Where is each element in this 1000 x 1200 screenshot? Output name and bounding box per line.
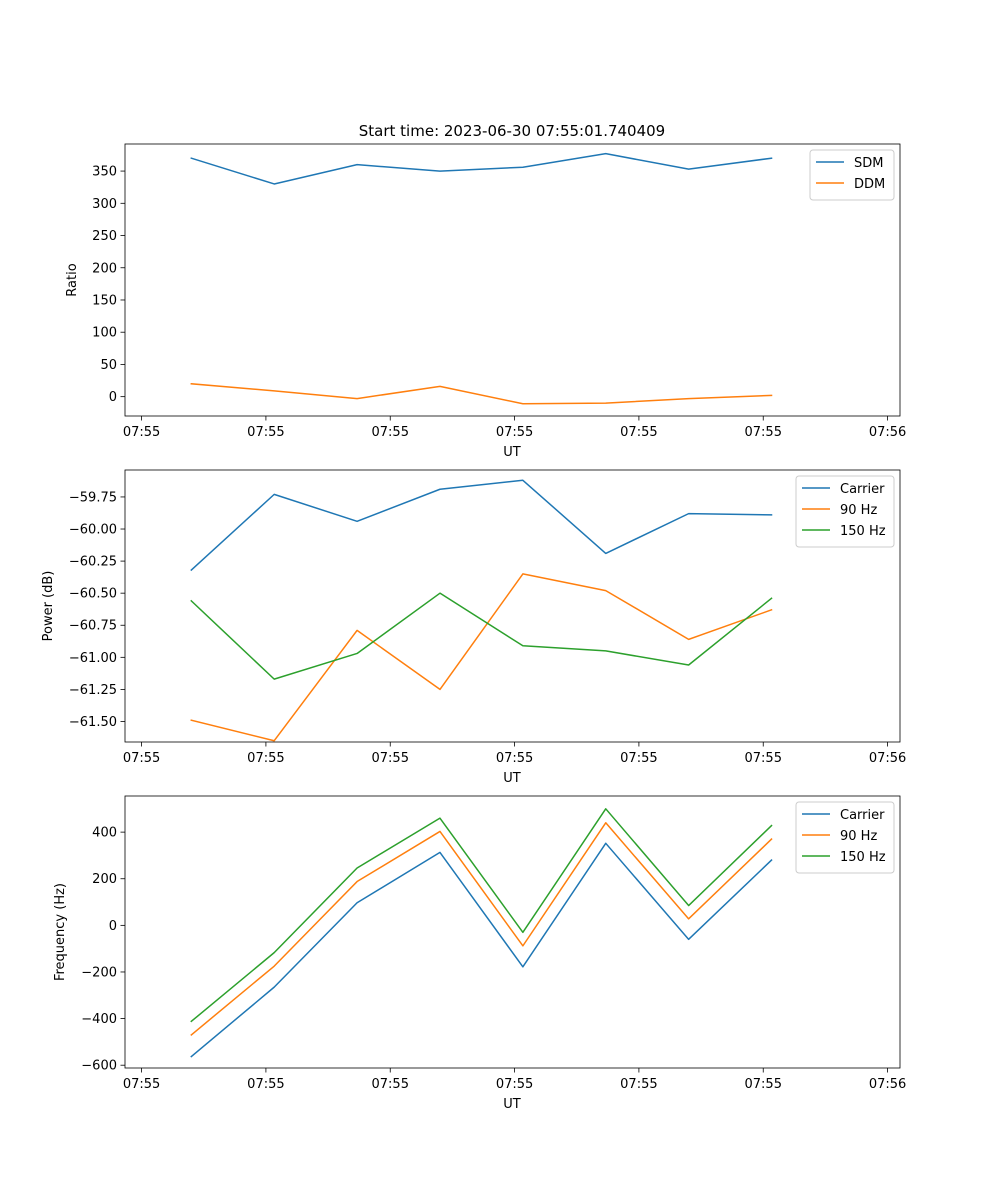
x-tick-label: 07:55 [372,1077,409,1092]
x-tick-label: 07:55 [620,1077,657,1092]
x-tick-label: 07:56 [869,1077,906,1092]
y-tick-label: −61.50 [69,715,117,730]
legend-label: DDM [854,177,885,192]
y-tick-label: −60.00 [69,523,117,538]
x-tick-label: 07:55 [372,751,409,766]
x-tick-label: 07:55 [496,1077,533,1092]
legend-label: Carrier [840,482,885,497]
y-tick-label: −59.75 [69,490,117,505]
axes-frame [124,795,901,1069]
legend-label: 90 Hz [840,829,877,844]
subplot-1: 07:55 07:55 07:55 07:55 07:55 07:55 07:56 0 50 10… [65,143,906,460]
axes-frame [124,143,901,417]
y-tick-label: −60.50 [69,587,117,602]
x-tick-label: 07:55 [496,751,533,766]
y-tick-label: −60.75 [69,619,117,634]
x-tick-label: 07:56 [869,751,906,766]
legend: SDM DDM [809,149,895,201]
legend: Carrier 90 Hz 150 Hz [795,801,895,874]
y-tick-label: 50 [100,358,117,373]
series-line-150-hz [190,808,773,1023]
x-tick-label: 07:55 [620,425,657,440]
y-tick-label: 350 [92,165,117,180]
x-tick-label: 07:55 [247,425,284,440]
y-tick-label: −600 [81,1059,117,1074]
x-tick-label: 07:55 [745,751,782,766]
legend: Carrier 90 Hz 150 Hz [795,475,895,548]
y-tick-label: 0 [109,390,117,405]
legend-label: 150 Hz [840,524,886,539]
subplot-2: 07:55 07:55 07:55 07:55 07:55 07:55 07:56 −61.5… [41,469,906,786]
subplot-3: 07:55 07:55 07:55 07:55 07:55 07:55 07:56 −600 −… [53,795,906,1112]
series-line-90-hz [190,573,773,742]
y-tick-label: 200 [92,261,117,276]
y-tick-label: 300 [92,197,117,212]
y-tick-label: −61.25 [69,683,117,698]
y-tick-label: −400 [81,1012,117,1027]
series-line-sdm [190,152,773,185]
series-line-carrier [190,842,773,1058]
y-axis-label: Ratio [65,263,80,296]
y-tick-label: 100 [92,326,117,341]
legend-label: SDM [854,156,883,171]
legend-label: 90 Hz [840,503,877,518]
subplots: 07:55 07:55 07:55 07:55 07:55 07:55 07:56 0 50 10… [41,143,906,1112]
x-tick-label: 07:55 [372,425,409,440]
y-tick-label: −200 [81,965,117,980]
y-tick-label: −60.25 [69,555,117,570]
x-tick-label: 07:55 [123,1077,160,1092]
series-line-ddm [190,382,773,405]
legend-label: 150 Hz [840,850,886,865]
y-tick-label: 150 [92,293,117,308]
figure-title: Start time: 2023-06-30 07:55:01.740409 [359,122,665,140]
y-tick-label: 200 [92,872,117,887]
x-tick-label: 07:55 [745,1077,782,1092]
x-axis-label: UT [503,445,521,460]
x-tick-label: 07:55 [123,425,160,440]
x-tick-label: 07:55 [620,751,657,766]
x-tick-label: 07:55 [745,425,782,440]
x-tick-label: 07:55 [123,751,160,766]
y-tick-label: 0 [109,919,117,934]
x-tick-label: 07:55 [247,751,284,766]
x-tick-label: 07:56 [869,425,906,440]
series-line-carrier [190,479,773,572]
y-tick-label: 400 [92,826,117,841]
legend-label: Carrier [840,808,885,823]
y-tick-label: 250 [92,229,117,244]
x-tick-label: 07:55 [247,1077,284,1092]
x-tick-label: 07:55 [496,425,533,440]
x-axis-label: UT [503,771,521,786]
axes-frame [124,469,901,743]
y-tick-label: −61.00 [69,651,117,666]
series-line-150-hz [190,592,773,680]
y-axis-label: Frequency (Hz) [53,883,68,981]
x-axis-label: UT [503,1097,521,1112]
series-line-90-hz [190,822,773,1036]
y-axis-label: Power (dB) [41,571,56,642]
